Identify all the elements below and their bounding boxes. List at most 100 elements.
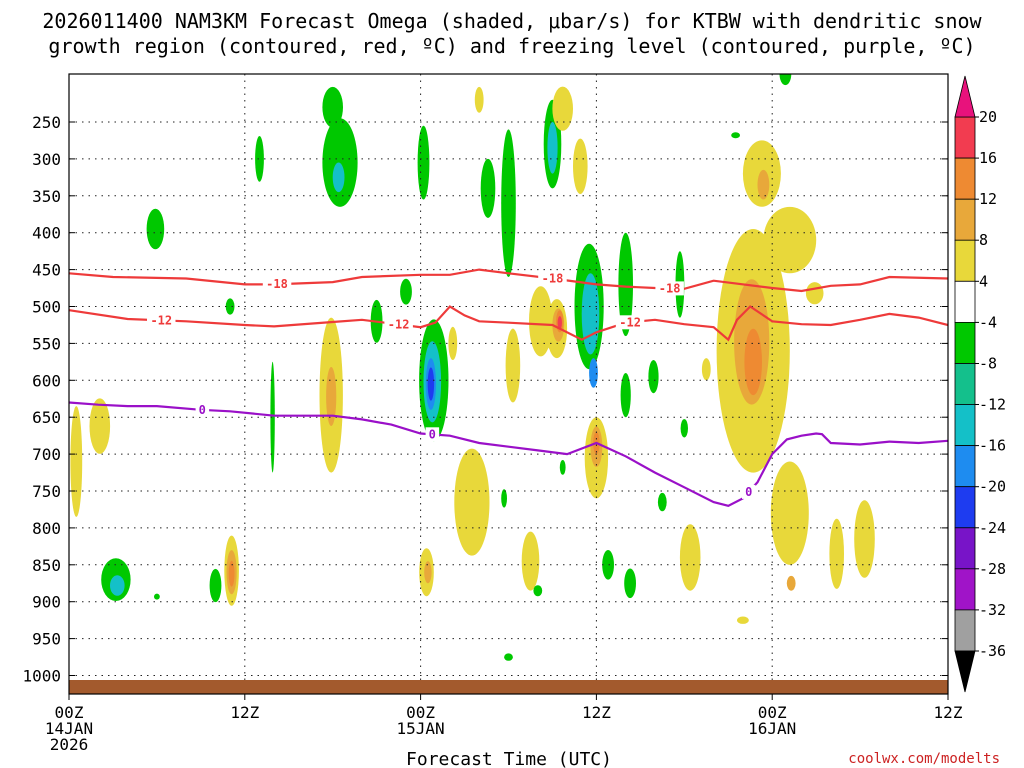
omega-cell-34	[501, 489, 507, 508]
x-tick-label: 00Z	[406, 703, 435, 722]
x-tick-label: 12Z	[230, 703, 259, 722]
omega-cell-30	[480, 158, 496, 218]
x-tick-label: 12Z	[934, 703, 963, 722]
y-tick-label: 700	[32, 445, 61, 464]
y-tick-label: 300	[32, 150, 61, 169]
contour-label-freezing_level_0: 0	[429, 427, 436, 441]
omega-cell-29	[474, 86, 484, 113]
colorbar-label: -24	[979, 519, 1006, 537]
terrain-ground-bar	[69, 680, 948, 694]
colorbar-bin	[954, 157, 976, 200]
omega-cell-77	[805, 282, 824, 305]
omega-cell-58	[648, 360, 659, 394]
x-tick-label: 00Z	[758, 703, 787, 722]
omega-cell-20	[417, 125, 430, 200]
colorbar-bin	[954, 198, 976, 241]
omega-shading	[70, 74, 875, 661]
omega-cell-24	[427, 367, 435, 401]
omega-cell-47	[573, 138, 588, 194]
omega-cell-46	[559, 460, 566, 475]
colorbar-bin	[954, 527, 976, 570]
omega-cell-15	[322, 118, 358, 207]
omega-cell-63	[701, 358, 711, 381]
colorbar-bin	[954, 486, 976, 529]
contour-label-dgz_minus18: -18	[266, 277, 288, 291]
contour-label-bg	[262, 277, 292, 292]
omega-cell-57	[624, 568, 636, 599]
omega-cell-4	[146, 208, 165, 250]
omega-cell-28	[454, 448, 490, 556]
contour-dgz_minus12	[69, 305, 948, 342]
omega-cell-14	[326, 367, 337, 426]
omega-cell-55	[618, 232, 633, 337]
y-tick-label: 950	[32, 630, 61, 649]
omega-cell-10	[228, 560, 235, 587]
omega-cell-3	[110, 575, 125, 596]
omega-cell-5	[154, 593, 160, 600]
contour-label-bg	[538, 271, 567, 286]
omega-cell-26	[424, 561, 432, 584]
omega-cell-54	[602, 550, 614, 580]
contour-label-bg	[147, 313, 176, 328]
colorbar-label: -4	[979, 313, 997, 331]
y-tick-label: 650	[32, 408, 61, 427]
colorbar-bin	[954, 445, 976, 488]
y-tick-label: 1000	[22, 667, 61, 686]
omega-cell-73	[786, 575, 796, 591]
omega-cell-11	[255, 136, 264, 182]
omega-cell-32	[505, 328, 521, 403]
colorbar-label: -32	[979, 601, 1006, 619]
contour-label-bg	[615, 315, 645, 330]
omega-cell-76	[854, 500, 875, 578]
omega-cell-59	[657, 492, 667, 512]
contour-label-bg	[384, 317, 413, 332]
colorbar-bottom-arrow	[954, 650, 976, 693]
colorbar-bin	[954, 363, 976, 405]
omega-cell-44	[557, 316, 562, 330]
y-tick-label: 400	[32, 224, 61, 243]
omega-cell-35	[521, 531, 540, 591]
contour-label-freezing_level_0: 0	[199, 403, 206, 417]
omega-cell-16	[332, 162, 345, 193]
omega-cell-1	[89, 398, 111, 454]
omega-cell-74	[779, 74, 792, 86]
colorbar-label: 8	[979, 231, 988, 249]
y-tick-label: 850	[32, 556, 61, 575]
omega-cell-71	[763, 206, 817, 274]
colorbar-label: -20	[979, 478, 1006, 496]
y-tick-label: 800	[32, 519, 61, 538]
omega-cell-50	[589, 358, 598, 388]
omega-cell-19	[400, 278, 412, 305]
contour-label-dgz_minus18: -18	[659, 281, 681, 295]
omega-cell-0	[70, 406, 83, 517]
x-tick-label: 15JAN	[397, 719, 445, 738]
colorbar-label: -8	[979, 355, 997, 373]
y-tick-label: 600	[32, 371, 61, 390]
y-tick-label: 750	[32, 482, 61, 501]
colorbar-label: -36	[979, 642, 1006, 660]
colorbar-label: 12	[979, 190, 997, 208]
omega-cell-70	[757, 169, 770, 200]
y-axis-pressure: 250 300 350 400 450 500 550 600 650 700 750 800 850 9…	[22, 113, 948, 686]
omega-cell-61	[680, 419, 688, 438]
omega-cell-7	[225, 298, 235, 315]
colorbar-label: 16	[979, 149, 997, 167]
colorbar-top-arrow	[954, 75, 976, 118]
colorbar-bin	[954, 404, 976, 446]
x-tick-label: 12Z	[582, 703, 611, 722]
omega-cell-36	[533, 585, 543, 597]
x-axis-label: Forecast Time (UTC)	[406, 749, 612, 768]
x-tick-label: 00Z	[55, 703, 84, 722]
omega-cell-33	[504, 653, 513, 661]
omega-cell-45	[552, 86, 573, 131]
y-tick-label: 550	[32, 334, 61, 353]
credit-text: coolwx.com/modelts	[848, 751, 1000, 767]
y-tick-label: 500	[32, 298, 61, 317]
contour-label-dgz_minus12: -12	[619, 315, 641, 329]
omega-cell-62	[679, 524, 701, 591]
colorbar: 20 16 12 8 4 -4 -8 -12 -16 -20 -24 -28 -32 -36	[954, 75, 1006, 693]
omega-cell-75	[829, 518, 844, 589]
contour-label-dgz_minus18: -18	[542, 272, 564, 286]
contour-label-bg	[425, 427, 440, 442]
